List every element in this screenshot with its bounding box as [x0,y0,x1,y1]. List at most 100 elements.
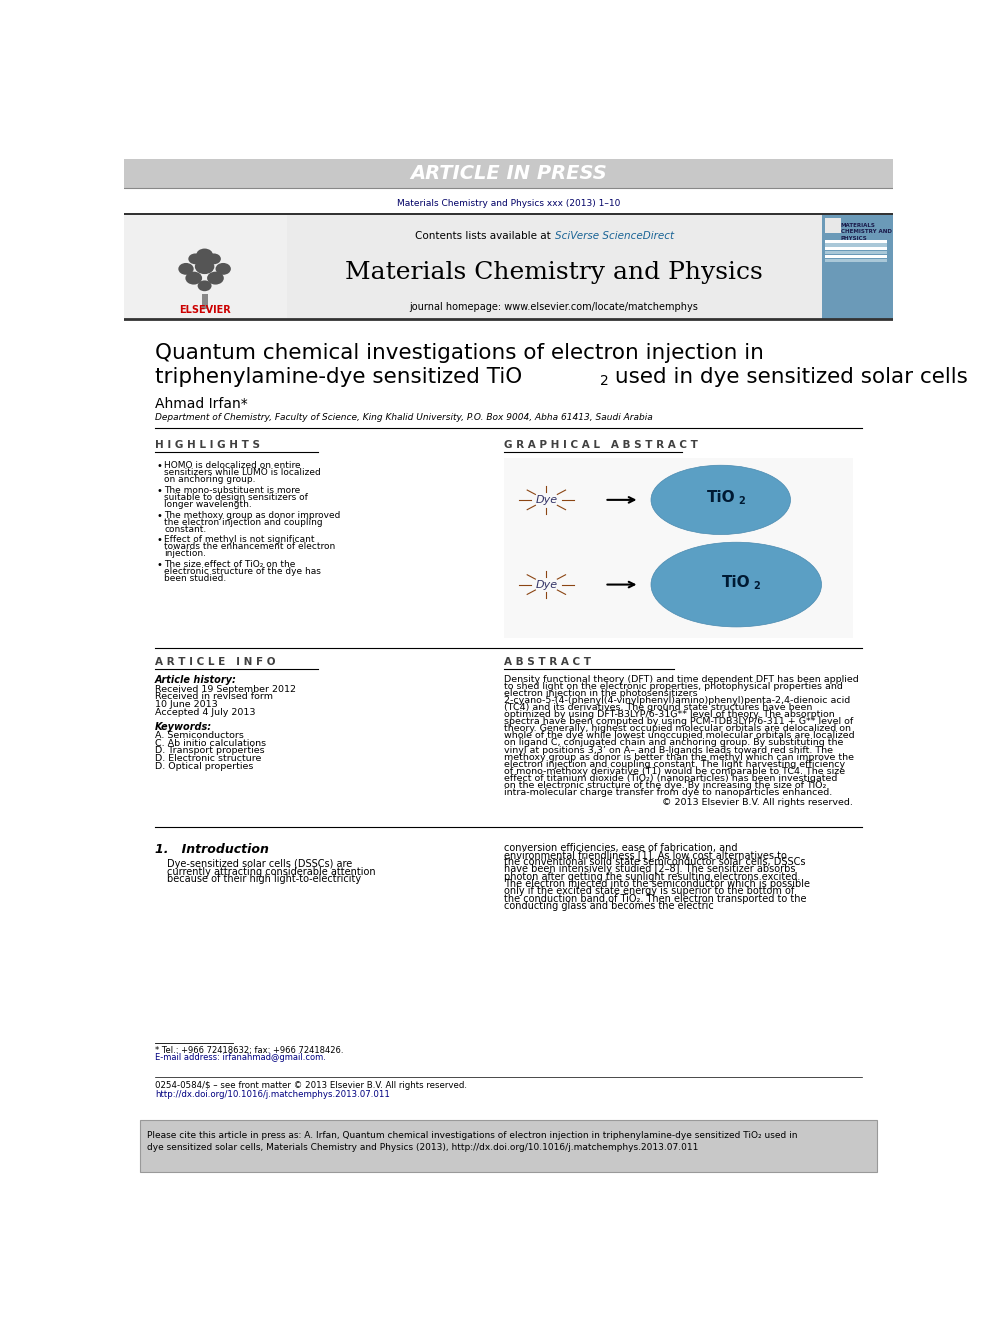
Text: A R T I C L E   I N F O: A R T I C L E I N F O [155,656,276,667]
Text: of mono-methoxy derivative (T1) would be comparable to TC4. The size: of mono-methoxy derivative (T1) would be… [504,767,845,775]
Text: Article history:: Article history: [155,675,237,685]
Text: Please cite this article in press as: A. Irfan, Quantum chemical investigations : Please cite this article in press as: A.… [147,1130,798,1139]
Text: •: • [157,536,163,545]
Text: on the electronic structure of the dye. By increasing the size of TiO₂: on the electronic structure of the dye. … [504,781,826,790]
Text: journal homepage: www.elsevier.com/locate/matchemphys: journal homepage: www.elsevier.com/locat… [410,303,698,312]
Text: on ligand C, conjugated chain and anchoring group. By substituting the: on ligand C, conjugated chain and anchor… [504,738,843,747]
Text: sensitizers while LUMO is localized: sensitizers while LUMO is localized [165,468,321,478]
Text: dye sensitized solar cells, Materials Chemistry and Physics (2013), http://dx.do: dye sensitized solar cells, Materials Ch… [147,1143,698,1152]
Text: 2: 2 [753,581,760,591]
Text: Accepted 4 July 2013: Accepted 4 July 2013 [155,708,256,717]
Text: environmental friendliness [1]. As low cost alternatives to: environmental friendliness [1]. As low c… [504,849,787,860]
Ellipse shape [651,542,821,627]
Text: Received 19 September 2012: Received 19 September 2012 [155,685,296,693]
Text: the conventional solid state semiconductor solar cells, DSSCs: the conventional solid state semiconduct… [504,857,806,867]
Text: The mono-substituent is more: The mono-substituent is more [165,486,301,495]
Text: Dye-sensitized solar cells (DSSCs) are: Dye-sensitized solar cells (DSSCs) are [167,860,352,869]
Text: whole of the dye while lowest unoccupied molecular orbitals are localized: whole of the dye while lowest unoccupied… [504,732,854,741]
Text: TiO: TiO [722,574,751,590]
Text: •: • [157,462,163,471]
Ellipse shape [179,263,193,275]
Text: Department of Chemistry, Faculty of Science, King Khalid University, P.O. Box 90: Department of Chemistry, Faculty of Scie… [155,413,653,422]
Text: because of their high light-to-electricity: because of their high light-to-electrici… [167,875,361,884]
Text: electronic structure of the dye has: electronic structure of the dye has [165,566,321,576]
Ellipse shape [207,271,224,284]
Text: Density functional theory (DFT) and time dependent DFT has been applied: Density functional theory (DFT) and time… [504,675,858,684]
Text: ARTICLE IN PRESS: ARTICLE IN PRESS [410,164,607,183]
Text: longer wavelength.: longer wavelength. [165,500,252,509]
Text: SciVerse ScienceDirect: SciVerse ScienceDirect [555,230,674,241]
Text: TiO: TiO [706,490,735,505]
Text: Dye: Dye [536,495,558,505]
Text: 2: 2 [600,373,609,388]
Bar [825,239,888,242]
Text: effect of titanium dioxide (TiO₂) (nanoparticles) has been investigated: effect of titanium dioxide (TiO₂) (nanop… [504,774,837,783]
Text: •: • [157,511,163,521]
Text: Materials Chemistry and Physics xxx (2013) 1–10: Materials Chemistry and Physics xxx (201… [397,198,620,208]
Text: photon after getting the sunlight resulting electrons excited.: photon after getting the sunlight result… [504,872,801,882]
Bar [825,243,888,246]
Bar [201,294,207,308]
Ellipse shape [196,249,213,262]
Text: Ahmad Irfan*: Ahmad Irfan* [155,397,248,410]
Ellipse shape [651,466,791,534]
Text: © 2013 Elsevier B.V. All rights reserved.: © 2013 Elsevier B.V. All rights reserved… [662,798,852,807]
Bar [124,213,893,214]
Text: Dye: Dye [536,579,558,590]
Bar [825,255,888,258]
Text: the electron injection and coupling: the electron injection and coupling [165,517,323,527]
Text: to shed light on the electronic properties, photophysical properties and: to shed light on the electronic properti… [504,681,842,691]
Text: Quantum chemical investigations of electron injection in: Quantum chemical investigations of elect… [155,343,764,363]
Text: D. Transport properties: D. Transport properties [155,746,265,755]
Text: electron injection and coupling constant. The light harvesting efficiency: electron injection and coupling constant… [504,759,845,769]
Bar [504,458,852,639]
Bar [287,214,821,319]
Text: A B S T R A C T: A B S T R A C T [504,656,591,667]
Text: (TC4) and its derivatives. The ground state structures have been: (TC4) and its derivatives. The ground st… [504,703,812,712]
Text: theory. Generally, highest occupied molecular orbitals are delocalized on: theory. Generally, highest occupied mole… [504,724,851,733]
Bar [825,247,888,250]
Text: been studied.: been studied. [165,574,226,583]
Bar [124,159,893,188]
Ellipse shape [215,263,231,275]
Text: 0254-0584/$ – see front matter © 2013 Elsevier B.V. All rights reserved.: 0254-0584/$ – see front matter © 2013 El… [155,1081,467,1090]
Text: Received in revised form: Received in revised form [155,692,273,701]
Text: A. Semiconductors: A. Semiconductors [155,730,244,740]
Text: Contents lists available at: Contents lists available at [415,230,555,241]
Text: E-mail address: irfanahmad@gmail.com.: E-mail address: irfanahmad@gmail.com. [155,1053,326,1062]
Text: injection.: injection. [165,549,206,558]
Text: constant.: constant. [165,524,206,533]
Text: 1.   Introduction: 1. Introduction [155,843,269,856]
Text: suitable to design sensitizers of: suitable to design sensitizers of [165,493,309,501]
Text: C. Ab initio calculations: C. Ab initio calculations [155,738,266,747]
Text: H I G H L I G H T S: H I G H L I G H T S [155,441,260,450]
Text: •: • [157,486,163,496]
Text: spectra have been computed by using PCM-TDB3LYP/6-311 + G** level of: spectra have been computed by using PCM-… [504,717,853,726]
Text: http://dx.doi.org/10.1016/j.matchemphys.2013.07.011: http://dx.doi.org/10.1016/j.matchemphys.… [155,1090,390,1099]
Text: intra-molecular charge transfer from dye to nanoparticles enhanced.: intra-molecular charge transfer from dye… [504,789,832,796]
Text: electron injection in the photosensitizers: electron injection in the photosensitize… [504,689,697,697]
Text: The electron injected into the semiconductor which is possible: The electron injected into the semicondu… [504,878,809,889]
Text: 2: 2 [738,496,745,507]
Text: on anchoring group.: on anchoring group. [165,475,256,484]
Ellipse shape [186,271,202,284]
Bar [124,214,287,319]
Text: triphenylamine-dye sensitized TiO: triphenylamine-dye sensitized TiO [155,366,522,386]
Text: ELSEVIER: ELSEVIER [179,306,230,315]
Text: •: • [157,560,163,570]
Text: D. Electronic structure: D. Electronic structure [155,754,261,763]
Text: Materials Chemistry and Physics: Materials Chemistry and Physics [345,261,763,284]
Ellipse shape [207,254,221,265]
Text: * Tel.: +966 72418632; fax: +966 72418426.: * Tel.: +966 72418632; fax: +966 7241842… [155,1045,343,1054]
Text: used in dye sensitized solar cells: used in dye sensitized solar cells [608,366,968,386]
Text: D. Optical properties: D. Optical properties [155,762,253,771]
Ellipse shape [197,280,211,291]
Ellipse shape [194,259,214,274]
Text: vinyl at positions 3,3’ on A– and B-ligands leads toward red shift. The: vinyl at positions 3,3’ on A– and B-liga… [504,745,832,754]
Ellipse shape [188,254,202,265]
Text: 2-cyano-5-(4-(phenyl(4-vinylphenyl)amino)phenyl)penta-2,4-dienoic acid: 2-cyano-5-(4-(phenyl(4-vinylphenyl)amino… [504,696,850,705]
Text: G R A P H I C A L   A B S T R A C T: G R A P H I C A L A B S T R A C T [504,441,697,450]
Text: Keywords:: Keywords: [155,721,212,732]
Bar [825,251,888,254]
Text: The methoxy group as donor improved: The methoxy group as donor improved [165,511,340,520]
